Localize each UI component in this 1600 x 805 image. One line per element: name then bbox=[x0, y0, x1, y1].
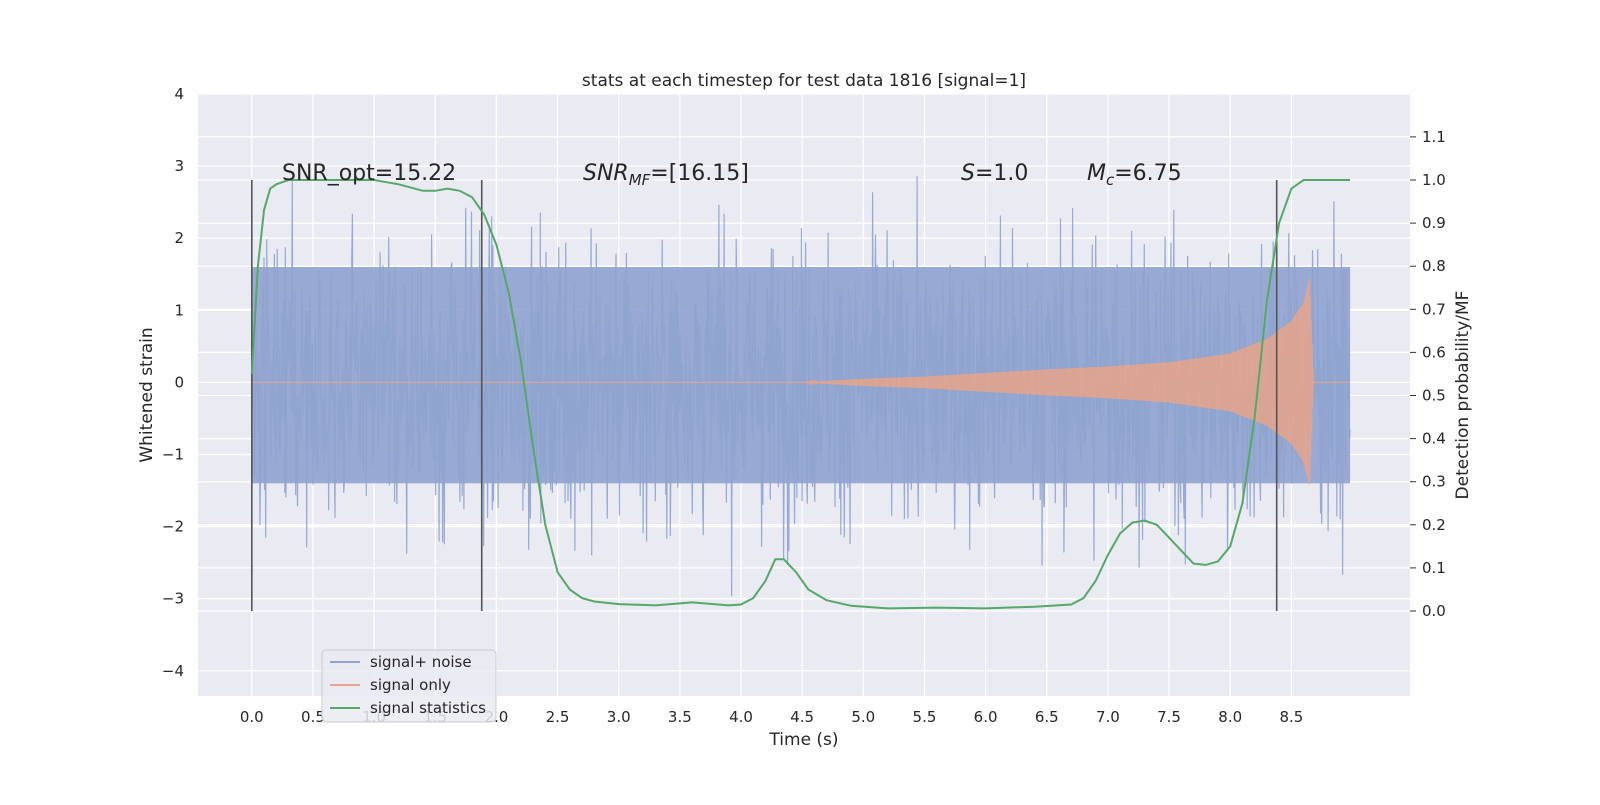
annotation-s-symbol: S bbox=[961, 161, 975, 186]
x-axis-label: Time (s) bbox=[768, 730, 838, 750]
x-tick-label: 7.5 bbox=[1157, 708, 1181, 726]
y-tick-label: 0 bbox=[174, 373, 184, 391]
x-tick-label: 6.0 bbox=[974, 708, 998, 726]
y-axis-ticks: −4 −3 −2 −1 0 1 2 3 4 bbox=[162, 85, 184, 680]
x-tick-label: 7.0 bbox=[1096, 708, 1120, 726]
annotation-mc: Mc=6.75 bbox=[1087, 161, 1182, 189]
y2-tick-label: 0.7 bbox=[1422, 300, 1446, 318]
y2-axis-ticks: 0.0 0.1 0.2 0.3 0.4 0.5 0.6 0.7 0.8 0.9 1.0 1.1 bbox=[1410, 128, 1446, 620]
x-tick-label: 8.0 bbox=[1218, 708, 1242, 726]
vertical-markers bbox=[251, 180, 1278, 611]
annotation-mc-symbol: M bbox=[1087, 161, 1106, 186]
y2-tick-label: 0.6 bbox=[1422, 343, 1446, 361]
x-tick-label: 5.5 bbox=[913, 708, 937, 726]
annotation-snr-mf-subscript: MF bbox=[629, 171, 651, 189]
y2-tick-label: 0.2 bbox=[1422, 516, 1446, 534]
y-tick-label: −1 bbox=[162, 445, 184, 463]
x-tick-label: 0.5 bbox=[301, 708, 325, 726]
legend-label-signal-plus-noise: signal+ noise bbox=[370, 653, 472, 671]
x-tick-label: 6.5 bbox=[1035, 708, 1059, 726]
noise-trace bbox=[251, 176, 1351, 597]
series-signal-statistics bbox=[250, 179, 1351, 610]
x-tick-label: 5.0 bbox=[851, 708, 875, 726]
y2-tick-label: 0.1 bbox=[1422, 559, 1446, 577]
annotation-snr-mf: SNRMF=[16.15] bbox=[583, 161, 749, 189]
y-tick-label: 2 bbox=[174, 229, 184, 247]
y-tick-label: 4 bbox=[174, 85, 184, 103]
chart-title: stats at each timestep for test data 181… bbox=[582, 71, 1026, 91]
x-tick-label: 3.0 bbox=[607, 708, 631, 726]
x-tick-label: 3.5 bbox=[668, 708, 692, 726]
y2-tick-label: 1.0 bbox=[1422, 171, 1446, 189]
annotation-s: S=1.0 bbox=[961, 161, 1028, 186]
legend-box bbox=[321, 649, 497, 723]
y-tick-label: −3 bbox=[162, 590, 184, 608]
legend: signal+ noise signal only signal statist… bbox=[321, 649, 497, 723]
annotation-mc-subscript: c bbox=[1106, 171, 1115, 189]
annotation-snr-mf-value: =[16.15] bbox=[650, 161, 749, 186]
y2-tick-label: 0.0 bbox=[1422, 602, 1446, 620]
annotation-mc-value: =6.75 bbox=[1114, 161, 1181, 186]
x-tick-label: 4.5 bbox=[790, 708, 814, 726]
legend-label-signal-only: signal only bbox=[370, 676, 451, 694]
series-signal-only bbox=[251, 278, 1351, 485]
legend-label-signal-statistics: signal statistics bbox=[370, 699, 486, 717]
signal-trace bbox=[251, 278, 1351, 485]
annotation-s-value: =1.0 bbox=[975, 161, 1028, 186]
y2-tick-label: 0.9 bbox=[1422, 214, 1446, 232]
statistics-trace bbox=[250, 179, 1351, 610]
x-tick-label: 8.5 bbox=[1279, 708, 1303, 726]
x-tick-label: 2.5 bbox=[546, 708, 570, 726]
x-tick-label: 4.0 bbox=[729, 708, 753, 726]
y2-tick-label: 0.5 bbox=[1422, 387, 1446, 405]
y2-axis-label: Detection probability/MF bbox=[1453, 291, 1473, 500]
y2-tick-label: 0.4 bbox=[1422, 430, 1446, 448]
y-tick-label: 3 bbox=[174, 157, 184, 175]
y-tick-label: 1 bbox=[174, 301, 184, 319]
y2-tick-label: 1.1 bbox=[1422, 128, 1446, 146]
y-axis-label: Whitened strain bbox=[137, 327, 157, 462]
y-tick-label: −2 bbox=[162, 518, 184, 536]
y-tick-label: −4 bbox=[162, 662, 184, 680]
y2-tick-label: 0.3 bbox=[1422, 473, 1446, 491]
annotation-snr-opt: SNR_opt=15.22 bbox=[282, 161, 456, 186]
annotation-snr-mf-symbol: SNR bbox=[583, 161, 629, 186]
x-tick-label: 0.0 bbox=[240, 708, 264, 726]
y2-tick-label: 0.8 bbox=[1422, 257, 1446, 275]
